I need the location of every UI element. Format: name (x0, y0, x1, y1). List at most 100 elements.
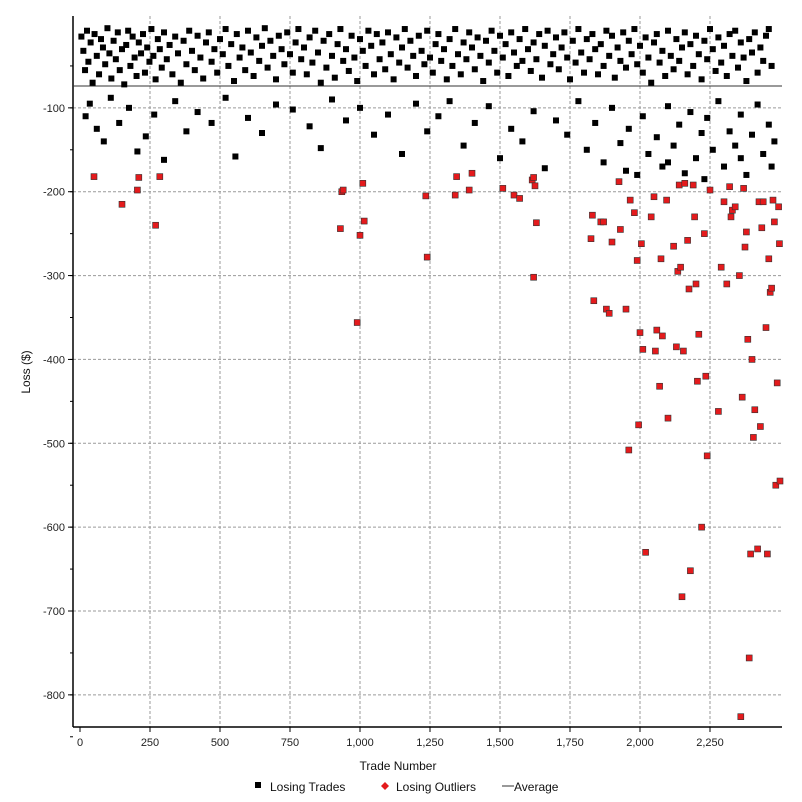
trade-point (225, 62, 232, 69)
trade-point (211, 46, 218, 53)
trade-point (665, 103, 671, 110)
trade-point (651, 39, 657, 46)
trade-point (687, 41, 694, 48)
trade-point (455, 51, 461, 58)
trade-point (721, 42, 727, 49)
trade-point (550, 51, 557, 58)
trade-point (519, 57, 526, 64)
y-tick-label: -400 (43, 354, 65, 366)
trade-point (140, 31, 146, 38)
trade-point (637, 42, 643, 49)
trade-point (617, 57, 624, 64)
trade-point (452, 26, 459, 33)
trade-point (278, 46, 285, 53)
trade-point (359, 47, 366, 54)
trade-point (530, 108, 537, 115)
trade-point (312, 27, 319, 34)
legend: Losing Trades Losing Outliers Average (255, 780, 559, 794)
trade-point (541, 165, 548, 172)
outlier-point (353, 319, 361, 326)
trade-point (261, 25, 268, 32)
trade-point (177, 79, 184, 86)
outlier-point (337, 225, 344, 232)
outlier-point (723, 280, 731, 288)
trade-point (287, 51, 293, 58)
outlier-point (772, 481, 780, 489)
trade-point (480, 78, 487, 85)
trade-point (371, 131, 377, 138)
outlier-point (636, 329, 644, 336)
trade-point (404, 64, 411, 71)
outlier-point (706, 186, 714, 194)
trade-point (723, 72, 730, 79)
trade-point (471, 119, 478, 126)
trade-point (424, 128, 431, 135)
trade-point (704, 56, 711, 63)
trade-point (393, 34, 400, 41)
trade-point (228, 41, 235, 48)
outlier-point (638, 240, 645, 248)
trade-point (443, 76, 450, 83)
trade-point (217, 36, 223, 43)
trade-point (701, 37, 708, 44)
trade-point (301, 44, 307, 51)
trade-point (446, 36, 453, 43)
trade-point (737, 39, 744, 46)
trade-point (80, 47, 87, 54)
x-tick-label: 1,500 (486, 737, 514, 749)
trade-point (385, 29, 391, 36)
trade-point (768, 163, 775, 170)
trade-point (642, 34, 649, 41)
legend-item-losing-trades[interactable]: Losing Trades (255, 780, 345, 794)
trade-point (309, 59, 316, 66)
trade-point (133, 72, 140, 79)
trade-point (152, 76, 159, 83)
trade-point (690, 62, 697, 69)
trade-point (222, 26, 229, 33)
legend-item-average[interactable]: Average (502, 780, 559, 794)
trade-point (712, 67, 719, 74)
trade-point (544, 27, 551, 34)
trade-point (424, 27, 431, 34)
trade-point (645, 150, 652, 157)
trade-point (707, 26, 713, 33)
trade-point (337, 26, 344, 33)
trade-point (84, 27, 90, 34)
trade-point (150, 52, 157, 59)
trade-point (569, 37, 576, 44)
trade-point (85, 58, 92, 65)
outlier-point (775, 203, 782, 211)
trade-point (399, 150, 405, 157)
trade-point (273, 76, 279, 83)
trade-point (449, 62, 456, 69)
outlier-point (657, 255, 665, 263)
trade-point (765, 121, 772, 128)
outlier-point (589, 211, 596, 219)
trade-point (693, 155, 699, 162)
trade-point (751, 29, 758, 36)
trade-point (183, 128, 190, 135)
trade-point (245, 27, 251, 34)
trade-point (715, 34, 722, 41)
trade-point (631, 26, 638, 33)
outlier-point (626, 196, 634, 204)
outlier-point (768, 284, 775, 292)
trade-point (441, 46, 447, 53)
trade-point (245, 114, 251, 121)
trade-point (289, 69, 296, 76)
trade-point (592, 46, 599, 53)
x-tick-label: 1,250 (416, 737, 444, 749)
trade-point (665, 159, 671, 166)
trade-point (581, 69, 587, 76)
trade-point (345, 67, 352, 74)
trade-point (659, 47, 666, 54)
trade-point (497, 32, 503, 39)
outlier-point (702, 372, 710, 380)
plot-frame (72, 16, 782, 728)
trade-point (460, 142, 467, 149)
legend-item-losing-outliers[interactable]: Losing Outliers (381, 780, 476, 794)
trade-point (698, 130, 705, 137)
trade-point (142, 133, 149, 140)
outlier-point (694, 377, 701, 385)
